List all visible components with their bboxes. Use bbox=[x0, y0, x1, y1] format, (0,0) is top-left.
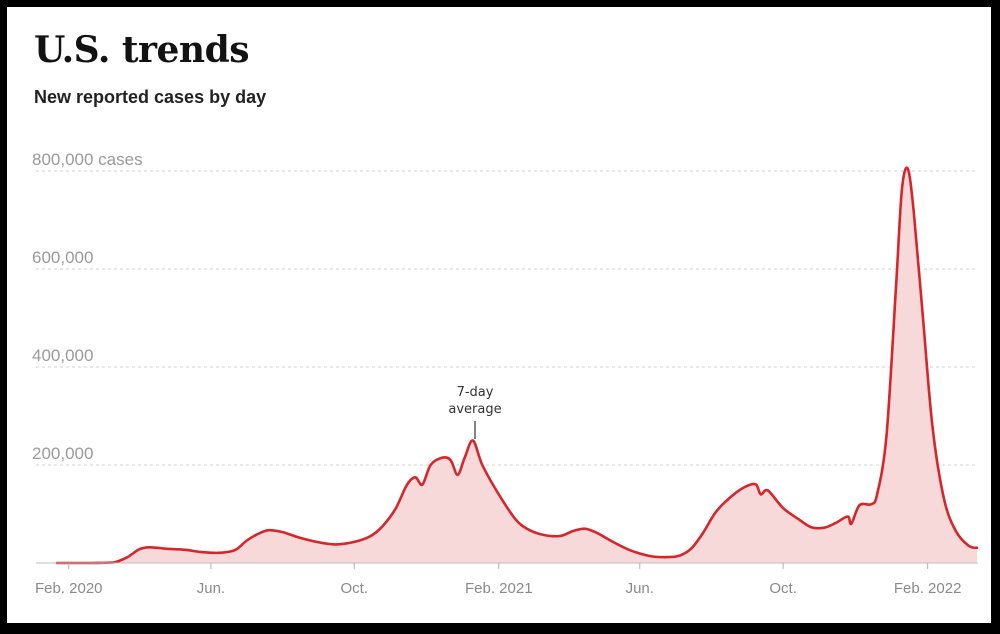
x-tick-label: Jun. bbox=[626, 580, 654, 597]
y-tick-label: 600,000 bbox=[32, 248, 93, 267]
x-tick-label: Jun. bbox=[197, 580, 225, 597]
y-tick-label: 200,000 bbox=[32, 444, 93, 463]
x-tick-label: Feb. 2022 bbox=[894, 580, 962, 597]
x-tick-label: Feb. 2020 bbox=[35, 580, 103, 597]
annotation-line-2: average bbox=[448, 402, 501, 417]
average-line bbox=[55, 166, 979, 565]
chart-title: U.S. trends bbox=[34, 29, 250, 71]
area-fill bbox=[57, 167, 977, 563]
chart-subtitle: New reported cases by day bbox=[34, 87, 267, 107]
x-tick-label: Feb. 2021 bbox=[465, 580, 533, 597]
x-tick-label: Oct. bbox=[769, 580, 797, 597]
annotation-line-1: 7-day bbox=[457, 385, 494, 400]
y-tick-label: 400,000 bbox=[32, 346, 93, 365]
y-tick-label: 800,000 cases bbox=[32, 150, 143, 169]
x-tick-label: Oct. bbox=[341, 580, 369, 597]
